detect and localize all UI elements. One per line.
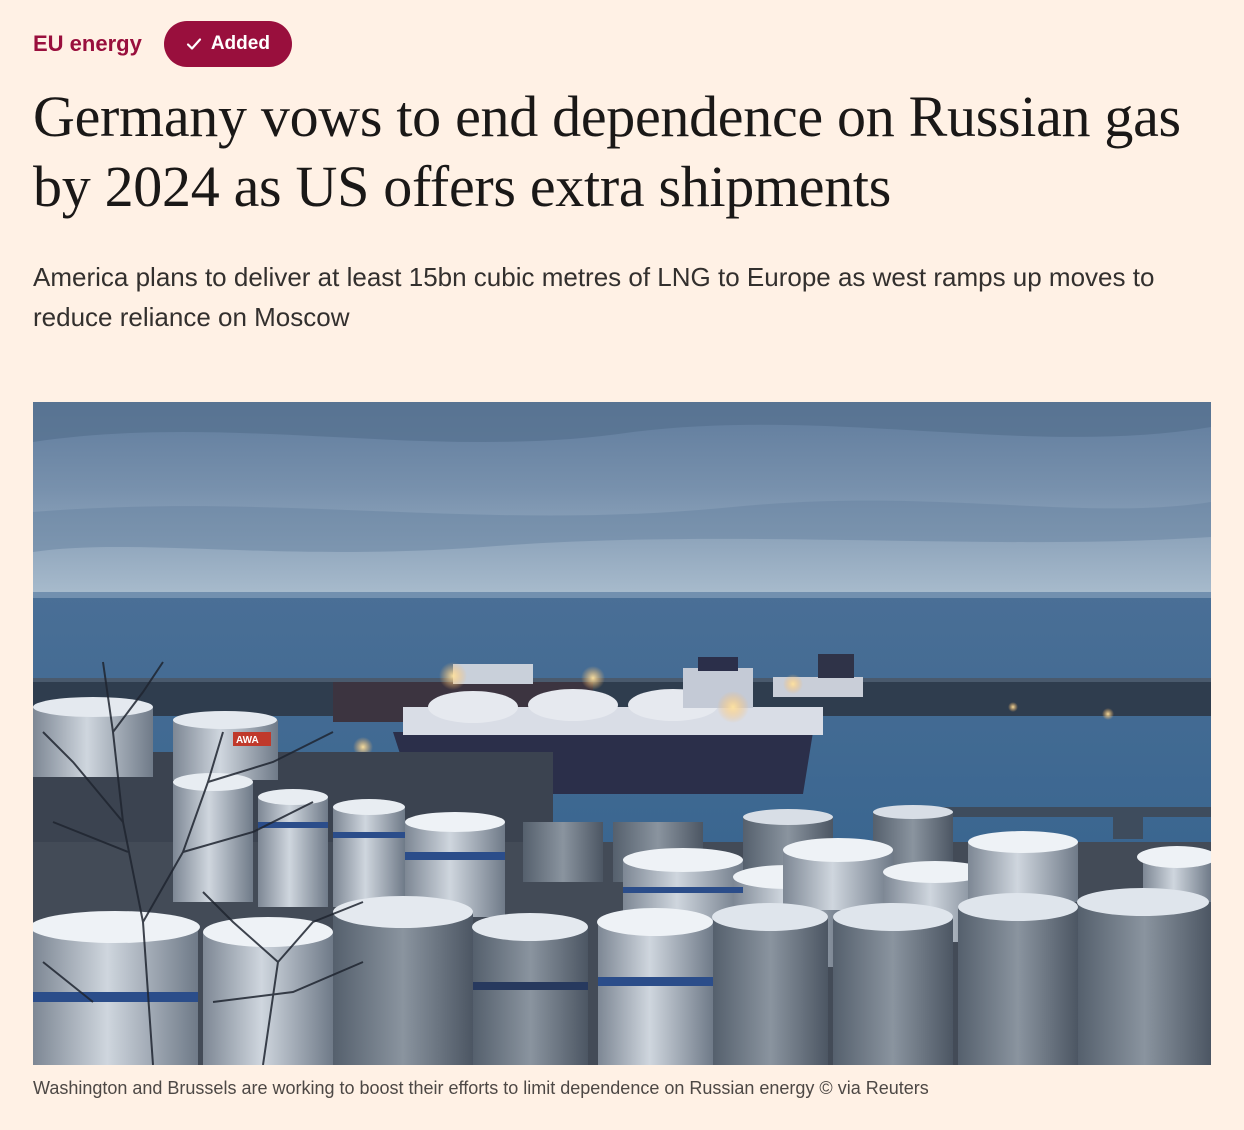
image-caption: Washington and Brussels are working to b… xyxy=(33,1078,929,1098)
tank-logo: AWA xyxy=(236,735,259,746)
check-icon xyxy=(186,38,201,50)
topic-row: EU energy Added xyxy=(33,20,292,68)
lng-terminal-photo: AWA xyxy=(33,402,1211,1065)
topic-link[interactable]: EU energy xyxy=(33,31,142,56)
article-standfirst: America plans to deliver at least 15bn c… xyxy=(33,262,1155,332)
hero-image: AWA xyxy=(33,402,1211,1065)
follow-state-label: Added xyxy=(210,33,270,54)
follow-topic-button[interactable]: Added xyxy=(163,21,292,67)
article-headline: Germany vows to end dependence on Russia… xyxy=(33,84,1181,219)
